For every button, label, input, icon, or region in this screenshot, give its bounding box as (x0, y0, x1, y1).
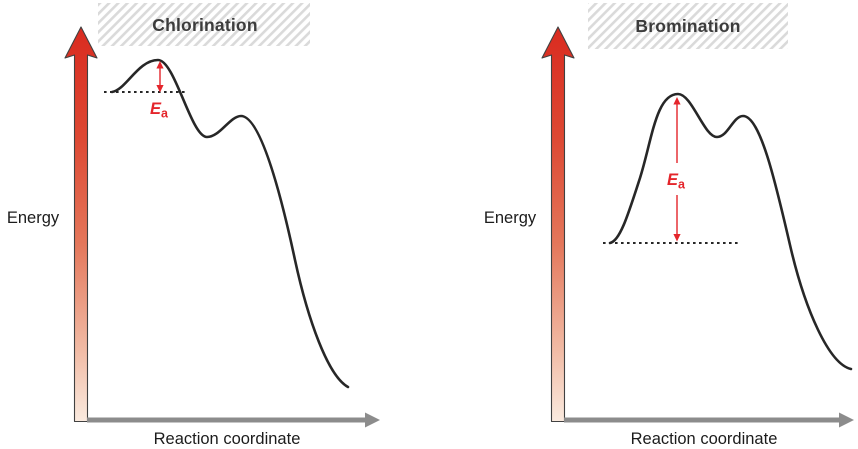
ea-main: E (667, 171, 679, 189)
energy-axis-arrow-icon (64, 26, 98, 423)
arrow-up-head-icon (673, 97, 681, 105)
x-axis-arrowhead-icon (365, 412, 380, 428)
x-axis-line (87, 417, 366, 423)
panel-chlorination: Chlorination Energy Reaction coordinate … (7, 3, 380, 448)
energy-axis-label: Energy (7, 209, 60, 227)
x-axis-label: Reaction coordinate (154, 430, 301, 448)
ea-subscript: a (678, 178, 686, 192)
reaction-energy-curve (110, 58, 350, 389)
arrow-down-head-icon (156, 85, 164, 93)
reaction-energy-curve (608, 92, 853, 371)
energy-axis-arrow-icon (541, 26, 575, 423)
arrow-down-head-icon (673, 234, 681, 242)
activation-energy-label: Ea (150, 100, 169, 121)
arrow-up-head-icon (156, 61, 164, 69)
title-hatch-background (588, 3, 788, 49)
title-hatch-background (98, 3, 310, 46)
ea-subscript: a (161, 107, 169, 121)
x-axis-arrowhead-icon (839, 412, 854, 428)
x-axis-line (564, 417, 840, 423)
energy-axis-label: Energy (484, 209, 537, 227)
panel-bromination: Bromination Energy Reaction coordinate E… (484, 3, 854, 448)
x-axis-label: Reaction coordinate (631, 430, 778, 448)
panel-title: Chlorination (152, 15, 257, 35)
panel-title: Bromination (635, 16, 740, 36)
activation-energy-label: Ea (667, 171, 686, 192)
ea-main: E (150, 100, 162, 118)
